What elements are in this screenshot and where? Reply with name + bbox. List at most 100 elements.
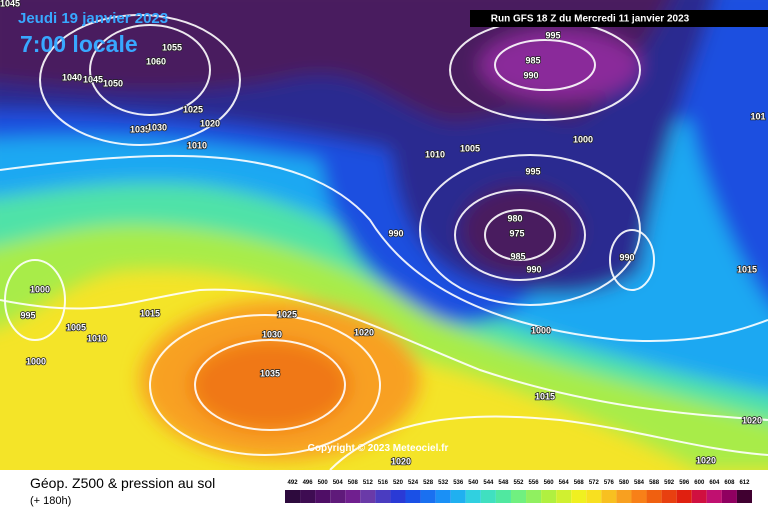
isobar-label: 1035: [260, 368, 280, 378]
isobar-label: 1020: [696, 455, 716, 465]
legend-swatch: [420, 490, 436, 503]
legend-swatch: [526, 490, 542, 503]
legend-level: 584: [634, 480, 645, 486]
isobar: [484, 209, 556, 261]
isobar: [194, 339, 346, 431]
isobar: [0, 154, 768, 342]
legend-swatch: [405, 490, 421, 503]
legend-level: 520: [393, 480, 404, 486]
isobar-label: 1015: [737, 264, 757, 274]
isobar-label: 1025: [277, 309, 297, 319]
legend-level: 568: [574, 480, 585, 486]
isobar-label: 1035: [130, 124, 150, 134]
legend-swatch: [661, 490, 677, 503]
legend-swatch: [390, 490, 406, 503]
isobar-label: 1020: [200, 118, 220, 128]
legend-level: 556: [529, 480, 540, 486]
geopotential-field: [0, 0, 768, 470]
legend-swatch: [465, 490, 481, 503]
isobar-label: 1055: [162, 42, 182, 52]
legend-swatch: [300, 490, 316, 503]
legend-level: 588: [649, 480, 660, 486]
legend-swatch: [510, 490, 527, 503]
legend-swatch: [315, 490, 331, 503]
legend-swatch: [330, 490, 346, 503]
isobar-label: 1050: [103, 78, 123, 88]
legend-swatch: [556, 490, 572, 503]
isobar-label: 995: [525, 166, 540, 176]
isobar-label: 1020: [391, 456, 411, 466]
legend-level: 516: [378, 480, 389, 486]
legend-level: 512: [363, 480, 374, 486]
legend-swatch: [586, 490, 602, 503]
legend-level: 600: [694, 480, 705, 486]
isobar-label: 1000: [531, 325, 551, 335]
legend-level: 552: [513, 480, 524, 486]
legend-level: 492: [288, 480, 299, 486]
footer-subtitle: (+ 180h): [30, 495, 71, 507]
legend-level: 504: [333, 480, 344, 486]
isobar: [89, 24, 211, 116]
isobar-label: 1025: [183, 104, 203, 114]
legend-level: 612: [739, 480, 750, 486]
isobar: [329, 415, 768, 470]
isobar-label: 985: [510, 251, 525, 261]
isobar-label: 1005: [66, 322, 86, 332]
legend-swatch: [736, 490, 752, 503]
legend-level: 508: [348, 480, 359, 486]
isobar-label: 1045: [0, 0, 20, 8]
isobar-label: 1020: [742, 415, 762, 425]
copyright: Copyright © 2023 Meteociel.fr: [308, 443, 449, 454]
isobar-label: 990: [526, 264, 541, 274]
legend-swatch: [435, 490, 451, 503]
isobar-label: 1005: [460, 143, 480, 153]
run-info: Run GFS 18 Z du Mercredi 11 janvier 2023: [491, 14, 690, 25]
legend-swatch: [631, 490, 647, 503]
legend-level: 564: [559, 480, 570, 486]
legend-swatch: [480, 490, 496, 503]
isobar: [0, 288, 768, 421]
isobar-label: 1030: [262, 329, 282, 339]
isobar-label: 1060: [146, 56, 166, 66]
isobar-label: 1000: [26, 356, 46, 366]
legend-swatch: [571, 490, 587, 503]
isobar-label: 995: [545, 30, 560, 40]
legend-level: 540: [468, 480, 479, 486]
legend-level: 500: [318, 480, 329, 486]
legend-swatch: [721, 490, 737, 503]
legend-level: 524: [408, 480, 419, 486]
legend-level: 596: [679, 480, 690, 486]
legend-level: 544: [483, 480, 494, 486]
isobar-label: 1015: [140, 308, 160, 318]
legend-swatch: [691, 490, 707, 503]
isobar-label: 1010: [187, 140, 207, 150]
legend-swatch: [601, 490, 617, 503]
isobar-label: 1020: [354, 327, 374, 337]
isobar-label: 990: [523, 70, 538, 80]
footer-title: Géop. Z500 & pression au sol: [30, 475, 215, 491]
legend-level: 536: [453, 480, 464, 486]
isobar-label: 1030: [147, 122, 167, 132]
isobar-label: 985: [525, 55, 540, 65]
isobar: [494, 39, 596, 91]
isobar: [454, 189, 586, 281]
legend-level: 528: [423, 480, 434, 486]
legend-level: 572: [589, 480, 600, 486]
legend-level: 496: [303, 480, 314, 486]
legend-swatch: [706, 490, 722, 503]
isobar-label: 995: [20, 310, 35, 320]
isobar-label: 1040: [62, 72, 82, 82]
legend-swatch: [676, 490, 692, 503]
isobar: [609, 229, 655, 291]
legend-swatch: [285, 490, 301, 503]
isobars: [0, 14, 768, 470]
isobar-label: 101: [750, 111, 765, 121]
legend-level: 576: [604, 480, 615, 486]
legend-swatch: [345, 490, 361, 503]
isobar: [39, 14, 241, 146]
isobar-label: 1045: [83, 74, 103, 84]
isobar: [419, 154, 641, 306]
legend-level: 608: [724, 480, 735, 486]
legend-level: 592: [664, 480, 675, 486]
